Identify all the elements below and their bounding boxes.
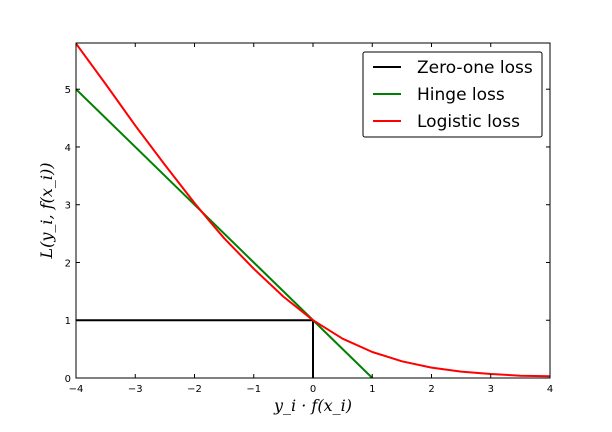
x-tick-label: 2: [428, 384, 434, 395]
x-axis-label: y_i · f(x_i): [273, 396, 352, 415]
x-tick-label: −3: [128, 384, 143, 395]
y-tick-label: 4: [65, 143, 71, 154]
x-tick-label: −1: [246, 384, 261, 395]
x-tick-label: −4: [69, 384, 84, 395]
x-tick-label: 4: [547, 384, 553, 395]
y-tick-label: 5: [65, 85, 71, 96]
legend-label: Logistic loss: [417, 112, 520, 132]
y-tick-label: 3: [65, 201, 71, 212]
y-tick-label: 0: [65, 374, 71, 385]
legend-label: Zero-one loss: [417, 58, 533, 78]
axes: −4 −3 −2 −1 0 1 2 3 4 0 1 2 3 4 5 y_i · f(x_i) L(y_i, f(…: [37, 42, 553, 415]
x-tick-label: 0: [310, 384, 316, 395]
x-tick-label: 3: [488, 384, 494, 395]
x-tick-label: 1: [369, 384, 375, 395]
legend-label: Hinge loss: [417, 85, 505, 105]
plot-area: [76, 43, 550, 378]
y-tick-label: 2: [65, 258, 71, 269]
y-axis-label: L(y_i, f(x_i)): [37, 163, 56, 260]
series-line-zero-one-loss: [76, 319, 314, 378]
series-line-hinge-loss: [76, 88, 373, 378]
x-tick-label: −2: [187, 384, 202, 395]
series-line-logistic-loss: [76, 43, 550, 378]
y-tick-label: 1: [65, 316, 71, 327]
legend: Zero-one loss Hinge loss Logistic loss: [362, 51, 543, 138]
legend-box: [362, 51, 543, 138]
